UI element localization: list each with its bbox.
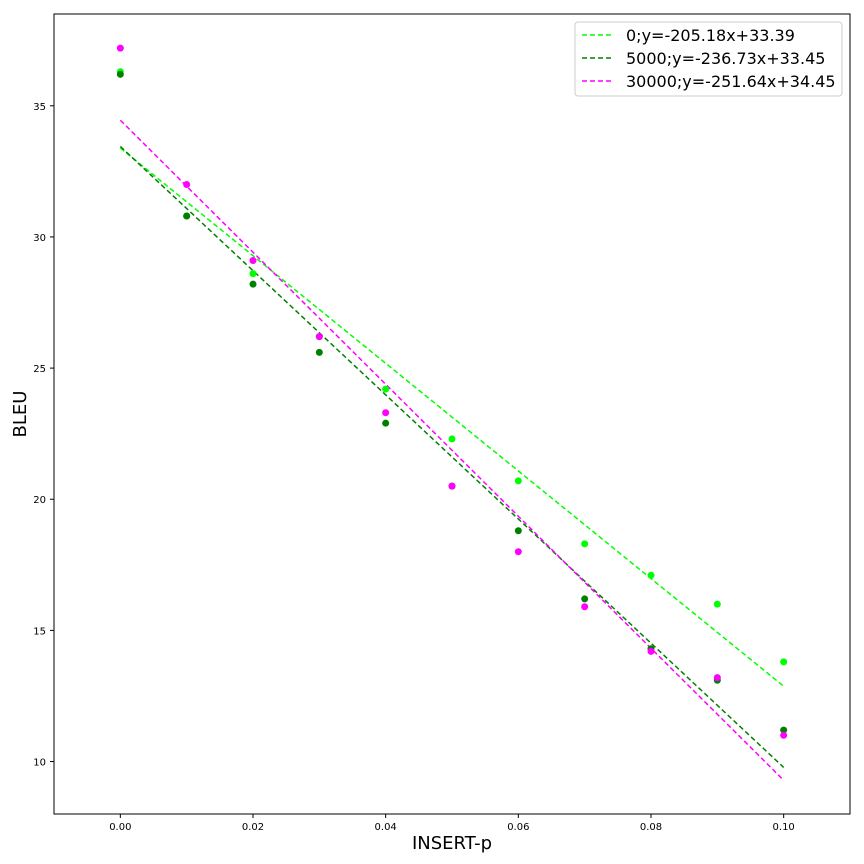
x-tick-label: 0.02 [242, 822, 264, 833]
scatter-point-series-0 [448, 435, 456, 443]
scatter-point-series-2 [116, 44, 124, 52]
fit-line-series-0 [119, 147, 785, 687]
scatter-point-series-1 [315, 348, 323, 356]
y-tick-label: 30 [33, 233, 46, 244]
fit-line-series-2 [119, 119, 785, 781]
legend-label: 30000;y=-251.64x+34.45 [626, 72, 836, 91]
y-tick-label: 35 [33, 102, 46, 113]
scatter-point-series-0 [780, 658, 788, 666]
y-tick-label: 10 [33, 758, 46, 769]
scatter-point-series-0 [514, 477, 522, 485]
scatter-point-series-2 [249, 257, 257, 265]
scatter-point-series-0 [647, 571, 655, 579]
scatter-point-series-2 [647, 647, 655, 655]
x-axis-title: INSERT-p [412, 833, 492, 854]
scatter-point-series-2 [713, 674, 721, 682]
scatter-point-series-1 [183, 212, 191, 220]
scatter-point-series-1 [382, 419, 390, 427]
fit-line-series-1 [119, 145, 785, 768]
scatter-point-series-1 [249, 280, 257, 288]
plot-frame [53, 13, 851, 815]
scatter-point-series-1 [780, 726, 788, 734]
legend-label: 5000;y=-236.73x+33.45 [626, 49, 825, 68]
scatter-point-series-2 [780, 731, 788, 739]
scatter-point-series-0 [581, 540, 589, 548]
scatter-point-series-1 [581, 595, 589, 603]
plot-area [116, 44, 788, 781]
scatter-point-series-2 [382, 409, 390, 417]
x-tick-label: 0.10 [773, 822, 795, 833]
legend-label: 0;y=-205.18x+33.39 [626, 26, 795, 45]
scatter-point-series-2 [183, 180, 191, 188]
y-tick-label: 25 [33, 364, 46, 375]
x-tick-label: 0.04 [375, 822, 397, 833]
x-tick-label: 0.06 [507, 822, 529, 833]
scatter-point-series-2 [315, 333, 323, 341]
y-axis: 10 15 20 25 30 35 [33, 102, 54, 769]
scatter-point-series-1 [116, 70, 124, 78]
scatter-point-series-2 [514, 548, 522, 556]
scatter-point-series-1 [514, 527, 522, 535]
y-tick-label: 15 [33, 626, 46, 637]
x-axis: 0.00 0.02 0.04 0.06 0.08 0.10 [109, 814, 795, 833]
scatter-point-series-2 [581, 603, 589, 611]
scatter-point-series-0 [713, 600, 721, 608]
y-axis-title: BLEU [10, 391, 31, 438]
y-tick-label: 20 [33, 495, 46, 506]
legend: 0;y=-205.18x+33.39 5000;y=-236.73x+33.45 3… [574, 21, 843, 97]
x-tick-label: 0.00 [109, 822, 131, 833]
scatter-point-series-0 [382, 385, 390, 393]
scatter-point-series-2 [448, 482, 456, 490]
x-tick-label: 0.08 [640, 822, 662, 833]
legend-box [574, 21, 843, 97]
scatter-point-series-0 [249, 270, 257, 278]
